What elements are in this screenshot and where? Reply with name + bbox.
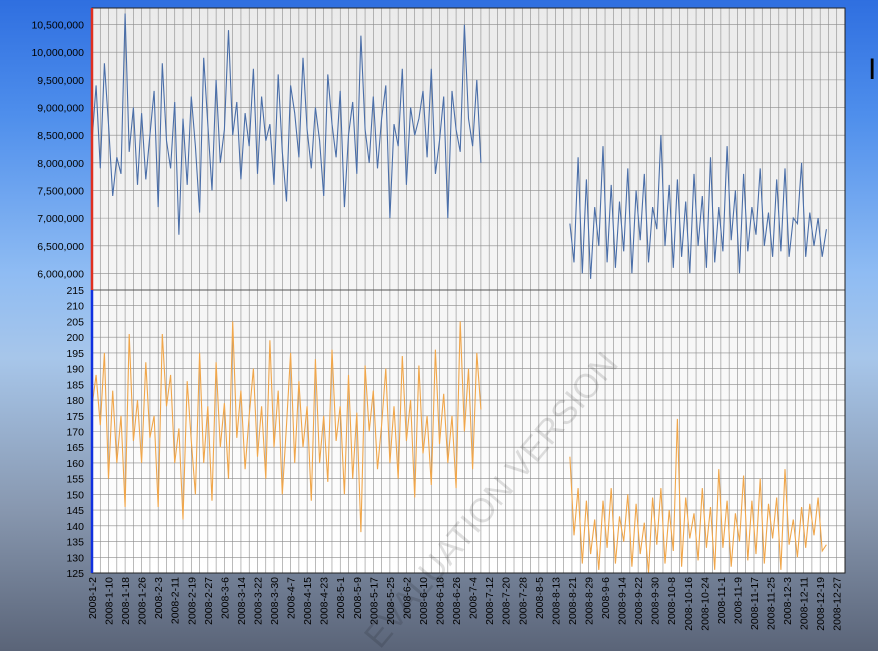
upper-y-tick-label: 6,500,000 — [37, 241, 84, 253]
x-tick-label: 2008-5-25 — [385, 577, 397, 625]
upper-y-tick-label: 6,000,000 — [37, 268, 84, 280]
x-tick-label: 2008-8-21 — [567, 577, 579, 625]
upper-y-tick-label: 9,500,000 — [37, 75, 84, 87]
lower-y-tick-label: 205 — [66, 316, 84, 328]
lower-y-tick-label: 190 — [66, 364, 84, 376]
x-tick-label: 2008-6-10 — [418, 577, 430, 625]
x-tick-label: 2008-1-2 — [87, 577, 99, 619]
x-tick-label: 2008-3-30 — [269, 577, 281, 625]
x-tick-label: 2008-4-15 — [302, 577, 314, 625]
upper-y-tick-label: 10,500,000 — [31, 20, 84, 32]
x-tick-label: 2008-11-17 — [749, 577, 761, 630]
lower-y-tick-label: 165 — [66, 442, 84, 454]
x-tick-label: 2008-2-3 — [153, 577, 165, 619]
x-tick-label: 2008-4-7 — [286, 577, 298, 619]
lower-y-tick-label: 135 — [66, 537, 84, 549]
lower-y-tick-label: 215 — [66, 285, 84, 297]
lower-y-tick-label: 185 — [66, 379, 84, 391]
x-tick-label: 2008-8-5 — [534, 577, 546, 619]
x-tick-label: 2008-5-9 — [352, 577, 364, 619]
x-tick-label: 2008-8-29 — [583, 577, 595, 625]
x-tick-label: 2008-11-25 — [766, 577, 778, 630]
lower-y-tick-label: 175 — [66, 411, 84, 423]
x-tick-label: 2008-10-8 — [666, 577, 678, 625]
x-tick-label: 2008-11-1 — [716, 577, 728, 624]
x-tick-label: 2008-2-19 — [186, 577, 198, 625]
lower-y-tick-label: 130 — [66, 552, 84, 564]
x-tick-label: 2008-7-4 — [468, 577, 480, 619]
x-tick-label: 2008-9-30 — [650, 577, 662, 625]
x-tick-label: 2008-5-1 — [335, 577, 347, 619]
lower-y-tick-label: 145 — [66, 505, 84, 517]
x-tick-label: 2008-10-24 — [699, 577, 711, 631]
upper-series-line — [569, 135, 827, 279]
lower-y-tick-label: 210 — [66, 301, 84, 313]
x-tick-label: 2008-12-11 — [799, 577, 811, 630]
x-tick-label: 2008-6-18 — [435, 577, 447, 625]
lower-y-tick-label: 180 — [66, 395, 84, 407]
x-tick-label: 2008-9-6 — [600, 577, 612, 619]
lower-y-tick-label: 125 — [66, 568, 84, 580]
x-tick-label: 2008-9-22 — [633, 577, 645, 625]
x-tick-label: 2008-7-28 — [517, 577, 529, 625]
x-tick-label: 2008-8-13 — [550, 577, 562, 625]
x-tick-label: 2008-12-19 — [815, 577, 827, 631]
x-tick-label: 2008-7-20 — [501, 577, 513, 625]
x-tick-label: 2008-3-22 — [252, 577, 264, 625]
lower-y-tick-label: 170 — [66, 427, 84, 439]
x-tick-label: 2008-1-26 — [137, 577, 149, 625]
lower-y-tick-label: 200 — [66, 332, 84, 344]
x-tick-label: 2008-5-17 — [368, 577, 380, 625]
lower-series-line — [91, 321, 482, 533]
x-tick-label: 2008-4-23 — [319, 577, 331, 625]
upper-y-tick-label: 8,000,000 — [37, 158, 84, 170]
lower-y-tick-label: 140 — [66, 521, 84, 533]
upper-series-line — [91, 13, 482, 235]
x-tick-label: 2008-12-3 — [782, 577, 794, 625]
lower-series-line — [569, 418, 827, 574]
x-tick-label: 2008-12-27 — [832, 577, 844, 631]
x-tick-label: 2008-1-10 — [104, 577, 116, 625]
lower-y-tick-label: 160 — [66, 458, 84, 470]
upper-y-tick-label: 10,000,000 — [31, 47, 84, 59]
lower-y-tick-label: 155 — [66, 474, 84, 486]
x-tick-label: 2008-6-2 — [401, 577, 413, 619]
x-tick-label: 2008-7-12 — [484, 577, 496, 625]
x-tick-label: 2008-11-9 — [732, 577, 744, 624]
x-tick-label: 2008-10-16 — [683, 577, 695, 631]
x-tick-label: 2008-2-11 — [170, 577, 182, 624]
upper-y-tick-label: 8,500,000 — [37, 130, 84, 142]
x-tick-label: 2008-3-14 — [236, 577, 248, 625]
edge-text: I — [868, 53, 877, 86]
lower-y-tick-label: 195 — [66, 348, 84, 360]
upper-y-tick-label: 9,000,000 — [37, 103, 84, 115]
upper-y-tick-label: 7,500,000 — [37, 185, 84, 197]
upper-y-tick-label: 7,000,000 — [37, 213, 84, 225]
x-tick-label: 2008-9-14 — [617, 577, 629, 625]
x-tick-label: 2008-1-18 — [120, 577, 132, 625]
x-tick-label: 2008-6-26 — [451, 577, 463, 625]
lower-y-tick-label: 150 — [66, 489, 84, 501]
x-tick-label: 2008-3-6 — [219, 577, 231, 619]
x-tick-label: 2008-2-27 — [203, 577, 215, 625]
